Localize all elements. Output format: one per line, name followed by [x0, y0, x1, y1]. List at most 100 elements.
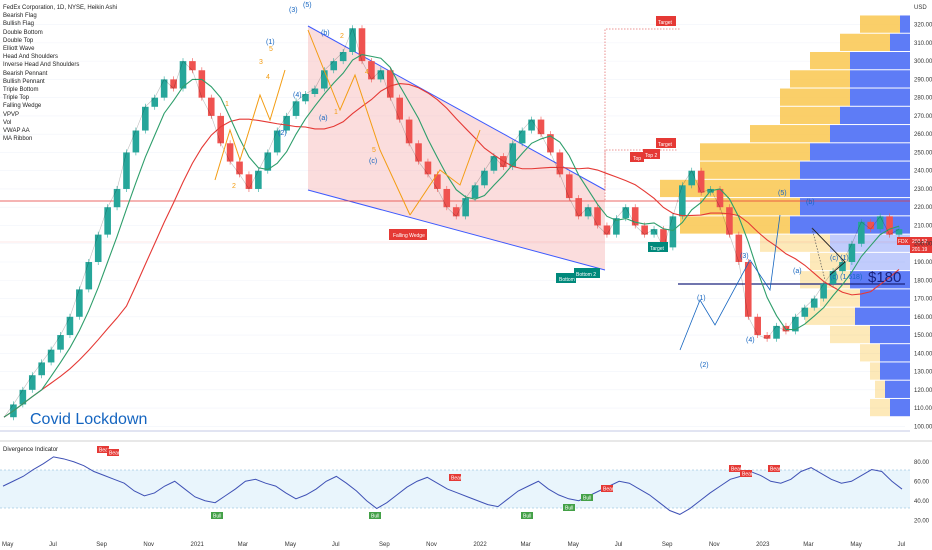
- legend-item[interactable]: Inverse Head And Shoulders: [3, 62, 80, 69]
- svg-text:Bear: Bear: [603, 487, 614, 493]
- elliott-orange-down: [307, 29, 411, 216]
- vp-bar-up: [790, 70, 850, 88]
- vp-bar-down: [850, 52, 910, 70]
- symbol-price-tag: FDX: [898, 239, 909, 245]
- vp-bar-down: [790, 179, 910, 198]
- falling-wedge-tag: Falling Wedge: [393, 233, 425, 239]
- legend-item[interactable]: Bearish Flag: [3, 13, 37, 20]
- vp-bar-up: [780, 88, 850, 106]
- svg-text:4: 4: [266, 74, 270, 81]
- y-tick-label: 230.00: [914, 187, 932, 193]
- y-tick-label: 190.00: [914, 260, 932, 266]
- svg-text:5: 5: [372, 147, 376, 154]
- vp-bar-up: [875, 380, 885, 398]
- grid: [0, 24, 905, 427]
- bottom-tag: Bottom: [559, 277, 575, 283]
- vp-bar-down: [860, 289, 910, 307]
- y-tick-label: 130.00: [914, 370, 932, 376]
- bottom2-tag: Bottom 2: [576, 272, 596, 278]
- legend-item[interactable]: Double Bottom: [3, 29, 43, 36]
- legend-item[interactable]: Triple Bottom: [3, 87, 39, 94]
- target-tag-3: Target: [650, 246, 665, 252]
- y-tick-label: 300.00: [914, 59, 932, 65]
- legend-item[interactable]: Bullish Pennant: [3, 78, 45, 85]
- vp-bar-down: [870, 325, 910, 344]
- y-tick-label: 100.00: [914, 424, 932, 430]
- legend-item[interactable]: Head And Shoulders: [3, 54, 59, 61]
- dotted-target-1: [604, 28, 680, 190]
- vp-bar-up: [810, 52, 850, 70]
- x-tick-label: Sep: [96, 542, 107, 548]
- svg-text:(4): (4): [293, 92, 302, 99]
- target-tag-2: Target: [658, 142, 673, 148]
- vp-bar-down: [880, 362, 910, 380]
- svg-text:(b): (b): [321, 30, 330, 37]
- fib-label-2: (c) (1.618): [830, 274, 862, 281]
- elliott-orange-up: [409, 129, 481, 216]
- y-tick-label: 210.00: [914, 223, 932, 229]
- vp-bar-up: [830, 325, 870, 344]
- price-line: [3, 27, 900, 418]
- y-tick-label: 120.00: [914, 388, 932, 394]
- svg-text:(5): (5): [303, 2, 312, 9]
- legend-item[interactable]: Elliott Wave: [3, 46, 35, 53]
- legend-item[interactable]: Vol: [3, 119, 12, 126]
- ma-green-line: [3, 53, 900, 418]
- time-axis: May Jul Sep Nov 2021 Mar May Jul Sep Nov 2022 Mar Ma…: [2, 542, 905, 548]
- y-tick-label: 180.00: [914, 278, 932, 284]
- x-tick-label: Jul: [332, 542, 340, 548]
- svg-text:Bear: Bear: [770, 467, 781, 473]
- price-axis: 100.00 110.00 120.00 130.00 140.00 150.00 160.…: [914, 23, 932, 431]
- vp-bar-up: [860, 15, 900, 33]
- legend-item[interactable]: Bullish Flag: [3, 21, 35, 28]
- last-price-tag: 203.52: [912, 239, 928, 245]
- legend-item[interactable]: VPVP: [3, 111, 20, 118]
- covid-lockdown-label: Covid Lockdown: [30, 411, 147, 428]
- osc-tick-label: 80.00: [914, 460, 930, 466]
- indicator-legend: FedEx Corporation, 1D, NYSE, Heikin Ashi…: [3, 4, 117, 143]
- x-tick-label: 2023: [756, 542, 770, 548]
- x-tick-label: Sep: [379, 542, 390, 548]
- x-tick-label: Nov: [143, 542, 154, 548]
- symbol-title: FedEx Corporation, 1D, NYSE, Heikin Ashi: [3, 5, 118, 11]
- svg-text:Bull: Bull: [583, 496, 591, 502]
- vp-bar-up: [700, 143, 810, 161]
- vp-bar-down: [900, 15, 910, 33]
- vp-bar-down: [890, 398, 910, 417]
- x-tick-label: Jul: [49, 542, 57, 548]
- elliott-blue: [679, 214, 781, 351]
- y-tick-label: 270.00: [914, 114, 932, 120]
- legend-item[interactable]: Bearish Pennant: [3, 70, 48, 77]
- vp-bar-down: [885, 380, 910, 398]
- vp-bar-up: [870, 362, 880, 380]
- vp-bar-down: [830, 125, 910, 143]
- x-tick-label: 2021: [191, 542, 205, 548]
- currency-label: USD: [914, 5, 927, 11]
- vp-bar-up: [700, 161, 800, 179]
- vp-bar-up: [680, 216, 790, 234]
- top2-tag: Top 2: [645, 153, 657, 159]
- vp-bar-up: [860, 344, 880, 362]
- x-tick-label: Sep: [662, 542, 673, 548]
- svg-text:(1): (1): [266, 39, 275, 46]
- vp-bar-down: [850, 88, 910, 106]
- svg-text:(c): (c): [369, 158, 377, 165]
- legend-item[interactable]: Double Top: [3, 37, 34, 44]
- legend-item[interactable]: MA Ribbon: [3, 136, 33, 143]
- vp-bar-up: [750, 125, 830, 143]
- svg-text:(3): (3): [740, 253, 749, 260]
- osc-signals: Bear Bear Bull Bull Bull Bull Bull Bear …: [97, 446, 781, 520]
- wedge-upper-line: [307, 25, 606, 191]
- y-tick-label: 220.00: [914, 205, 932, 211]
- legend-item[interactable]: Triple Top: [3, 95, 30, 102]
- vp-bar-down: [890, 33, 910, 51]
- svg-text:Bear: Bear: [451, 476, 462, 482]
- price-target-label: $180: [868, 269, 901, 286]
- legend-item[interactable]: VWAP AA: [3, 128, 30, 135]
- svg-text:Bull: Bull: [213, 514, 221, 520]
- x-tick-label: Jul: [615, 542, 623, 548]
- elliott-orange-zigzag: [214, 69, 286, 181]
- legend-item[interactable]: Falling Wedge: [3, 103, 42, 110]
- vp-bar-down: [850, 252, 910, 271]
- x-tick-label: May: [850, 542, 861, 548]
